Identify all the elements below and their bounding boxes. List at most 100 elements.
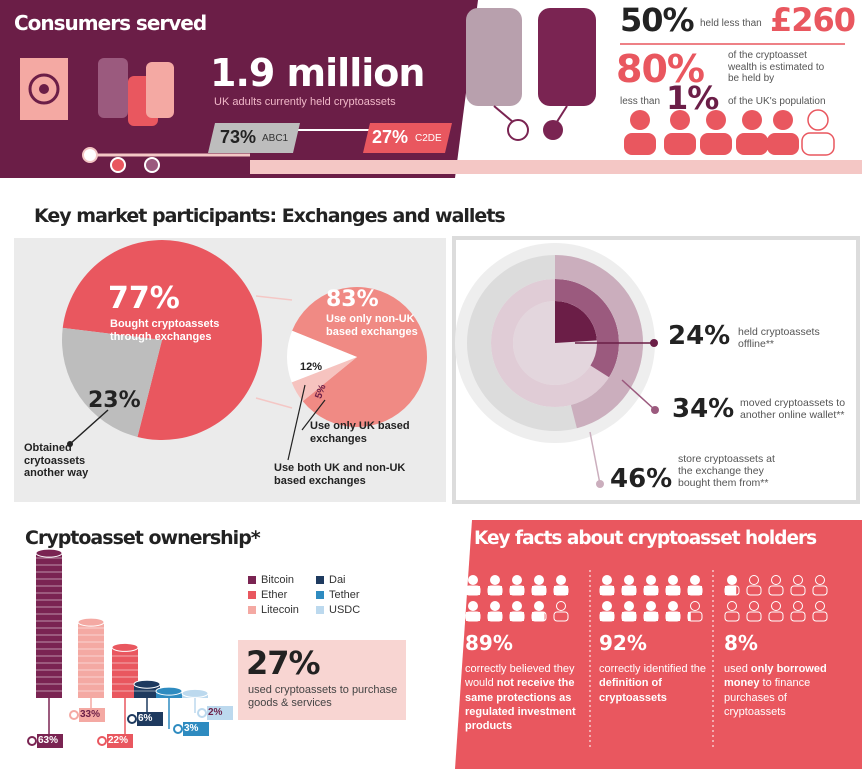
wallet-text: store cryptoassets at the exchange they … [678,453,775,490]
leader-line [621,379,656,411]
slice-label: 77% [108,281,180,316]
population-icons [624,109,835,156]
tag-label: 2% [208,707,223,718]
tag-label: 63% [38,735,59,746]
slice-text: Obtained crytoassets another way [24,442,89,480]
stat-text: of the UK's population [728,96,826,107]
person-body [812,585,828,596]
person-head [534,601,544,611]
database-icons [466,8,596,141]
person-body [790,611,806,622]
person-fill [532,612,545,621]
coin-top [181,688,209,698]
stat-amount: £260 [770,1,856,39]
leader-line [589,431,601,485]
leader-line [301,399,326,431]
person-head [690,601,700,611]
wallet-pct: 24% [668,321,731,351]
tag-pct: 27% [372,127,409,147]
fact-text-part: correctly believed they would [465,663,575,690]
tag-bg [137,712,163,726]
person-body [746,585,762,596]
banner-bar [250,160,862,174]
section-title: Key facts about cryptoasset holders [474,528,817,549]
person-fill [644,586,658,595]
leader-dot [651,406,659,414]
person-head [534,575,544,585]
stat-1: 1% [666,79,719,117]
person-head [624,601,634,611]
person-fill [644,612,658,621]
fact-text-part: to finance purchases of cryptoassets [724,677,811,718]
stat-80: 80% [616,47,705,91]
person-fill [554,586,568,595]
person-fill [466,612,480,621]
fact-text: used only borrowed money to finance purc… [724,662,832,719]
ring-arc [555,255,644,429]
slice-label: 83% [326,287,379,312]
legend-label: Ether [261,589,288,601]
purchase-pct: 27% [246,644,321,682]
fact-pct: 89% [465,631,513,655]
pie-connector [255,295,293,301]
pie-slice [292,286,427,427]
tag-label: ABC1 [262,133,289,144]
db-stacks [82,58,250,173]
person-head [512,601,522,611]
coin-top [77,617,105,627]
person-fill [532,586,546,595]
section-title: Consumers served [14,11,207,35]
tag-pct: 73% [220,127,257,147]
tag-bg [37,734,63,748]
tag-label: 22% [108,735,129,746]
purchase-box [238,640,406,720]
legend-label: Bitcoin [261,574,295,586]
headline: 1.9 million [210,51,425,95]
legend-swatch [316,606,324,614]
legend-swatch [248,576,256,584]
tag-bg [183,722,209,736]
person-fill [600,612,614,621]
slice-text: Bought cryptoassets through exchanges [110,318,220,343]
person-head [468,575,478,585]
person-head [727,601,737,611]
legend-label: USDC [329,604,361,616]
person-head [490,601,500,611]
person-head [556,601,566,611]
wallet-pct: 34% [672,394,735,424]
legend-label: Dai [329,574,346,586]
person-fill [488,612,502,621]
person-head [749,601,759,611]
person-head [749,575,759,585]
coin-top [155,686,183,696]
pie-slice [291,357,357,402]
person-head [512,575,522,585]
coin-stack [78,622,104,698]
legend-label: Litecoin [261,604,299,616]
person-head [771,601,781,611]
person-body [768,611,784,622]
leader-line [69,409,109,445]
person-fill [666,586,680,595]
legend-swatch [248,606,256,614]
coin-top [35,548,63,558]
icon-circuit-core [39,84,49,94]
person-head [468,601,478,611]
stat-text: less than [620,96,661,107]
leader-dot [596,480,604,488]
fact-text-part: correctly identified the [599,663,706,675]
slice-label: 12% [300,361,323,373]
person-body [768,585,784,596]
person-head [490,575,500,585]
person-body [724,611,740,622]
tag-dot [173,724,183,734]
person-head [815,601,825,611]
person-head [793,575,803,585]
pie-slice [62,239,263,440]
person-fill [466,586,480,595]
person-fill [688,612,691,621]
fact-text: correctly believed they would not receiv… [465,662,583,733]
fact-text-part: definition of cryptoassets [599,677,667,704]
person-head [602,575,612,585]
